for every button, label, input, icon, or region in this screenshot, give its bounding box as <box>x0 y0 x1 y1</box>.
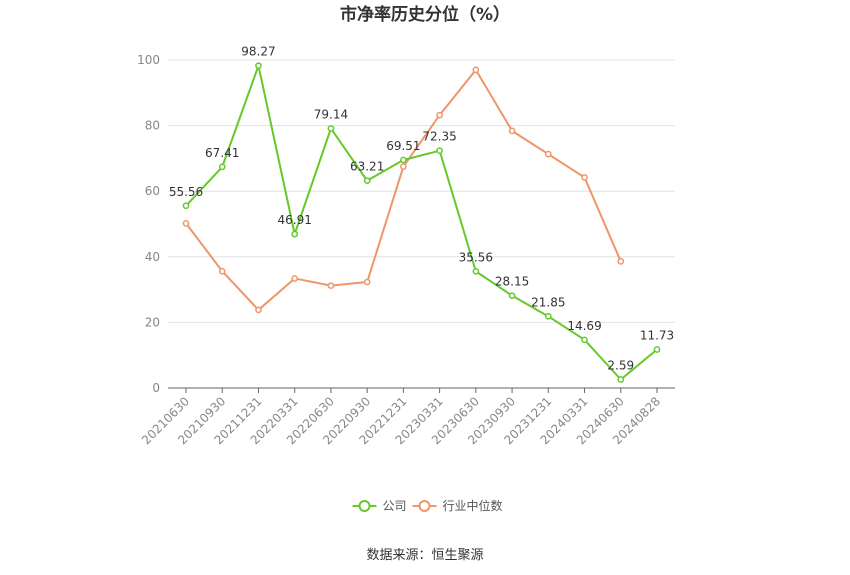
legend-label: 公司 <box>383 499 407 513</box>
legend-marker-icon <box>358 500 371 512</box>
data-point[interactable] <box>617 258 625 265</box>
data-label: 14.69 <box>567 319 601 333</box>
data-point[interactable] <box>182 219 190 227</box>
data-label: 46.91 <box>278 213 312 227</box>
legend: 公司 行业中位数 <box>352 498 503 513</box>
data-point[interactable] <box>218 163 226 171</box>
data-labels: 55.56 67.41 98.27 46.91 79.14 63.2169.5172.35… <box>169 45 674 373</box>
data-point[interactable] <box>472 66 480 74</box>
y-tick-label: 0 <box>152 381 160 395</box>
data-point[interactable] <box>255 62 262 70</box>
data-label: 63.21 <box>350 160 384 174</box>
series-line <box>185 64 658 381</box>
axes: 0204060801002021063020210930202112312022… <box>137 53 675 447</box>
data-point[interactable] <box>508 127 516 135</box>
legend-item[interactable]: 公司 <box>352 499 407 513</box>
y-tick-label: 40 <box>145 250 160 264</box>
y-tick-label: 20 <box>145 315 160 329</box>
data-point[interactable] <box>400 163 407 170</box>
y-tick-label: 100 <box>137 53 160 67</box>
data-point[interactable] <box>472 268 480 275</box>
data-label: 72.35 <box>422 130 456 144</box>
y-tick-label: 60 <box>145 184 160 198</box>
legend-item[interactable]: 行业中位数 <box>412 498 503 513</box>
data-point[interactable] <box>544 150 552 158</box>
data-label: 98.27 <box>241 45 275 59</box>
data-point[interactable] <box>400 156 407 164</box>
data-point[interactable] <box>327 282 335 290</box>
data-label: 67.41 <box>205 146 239 160</box>
series-industry-median <box>182 66 625 314</box>
source-note: 数据来源：恒生聚源 <box>366 548 483 563</box>
data-point[interactable] <box>363 278 371 286</box>
data-label: 11.73 <box>640 329 674 343</box>
data-point[interactable] <box>508 292 516 300</box>
data-point[interactable] <box>436 147 443 155</box>
data-point[interactable] <box>363 177 371 185</box>
data-point[interactable] <box>617 376 625 383</box>
series-layer <box>182 62 661 383</box>
y-tick-label: 80 <box>145 119 160 133</box>
data-label: 35.56 <box>459 250 493 264</box>
chart-title: 市净率历史分位（%） <box>340 4 510 25</box>
data-point[interactable] <box>436 111 443 119</box>
legend-label: 行业中位数 <box>443 498 503 513</box>
data-label: 28.15 <box>495 275 529 289</box>
data-label: 2.59 <box>607 359 634 373</box>
data-point[interactable] <box>581 174 588 181</box>
data-point[interactable] <box>653 346 661 353</box>
data-point[interactable] <box>291 275 299 282</box>
grid-lines <box>168 59 675 323</box>
data-point[interactable] <box>291 230 299 238</box>
data-point[interactable] <box>327 125 335 132</box>
series-company <box>182 62 661 383</box>
data-label: 55.56 <box>169 185 203 199</box>
series-line <box>185 68 622 311</box>
data-label: 69.51 <box>386 139 420 153</box>
data-label: 21.85 <box>531 295 565 309</box>
data-point[interactable] <box>544 312 552 320</box>
data-point[interactable] <box>255 306 262 314</box>
data-point[interactable] <box>182 202 190 210</box>
legend-marker-icon <box>418 500 431 512</box>
data-point[interactable] <box>581 336 588 344</box>
data-label: 79.14 <box>314 107 348 121</box>
data-point[interactable] <box>218 267 226 275</box>
